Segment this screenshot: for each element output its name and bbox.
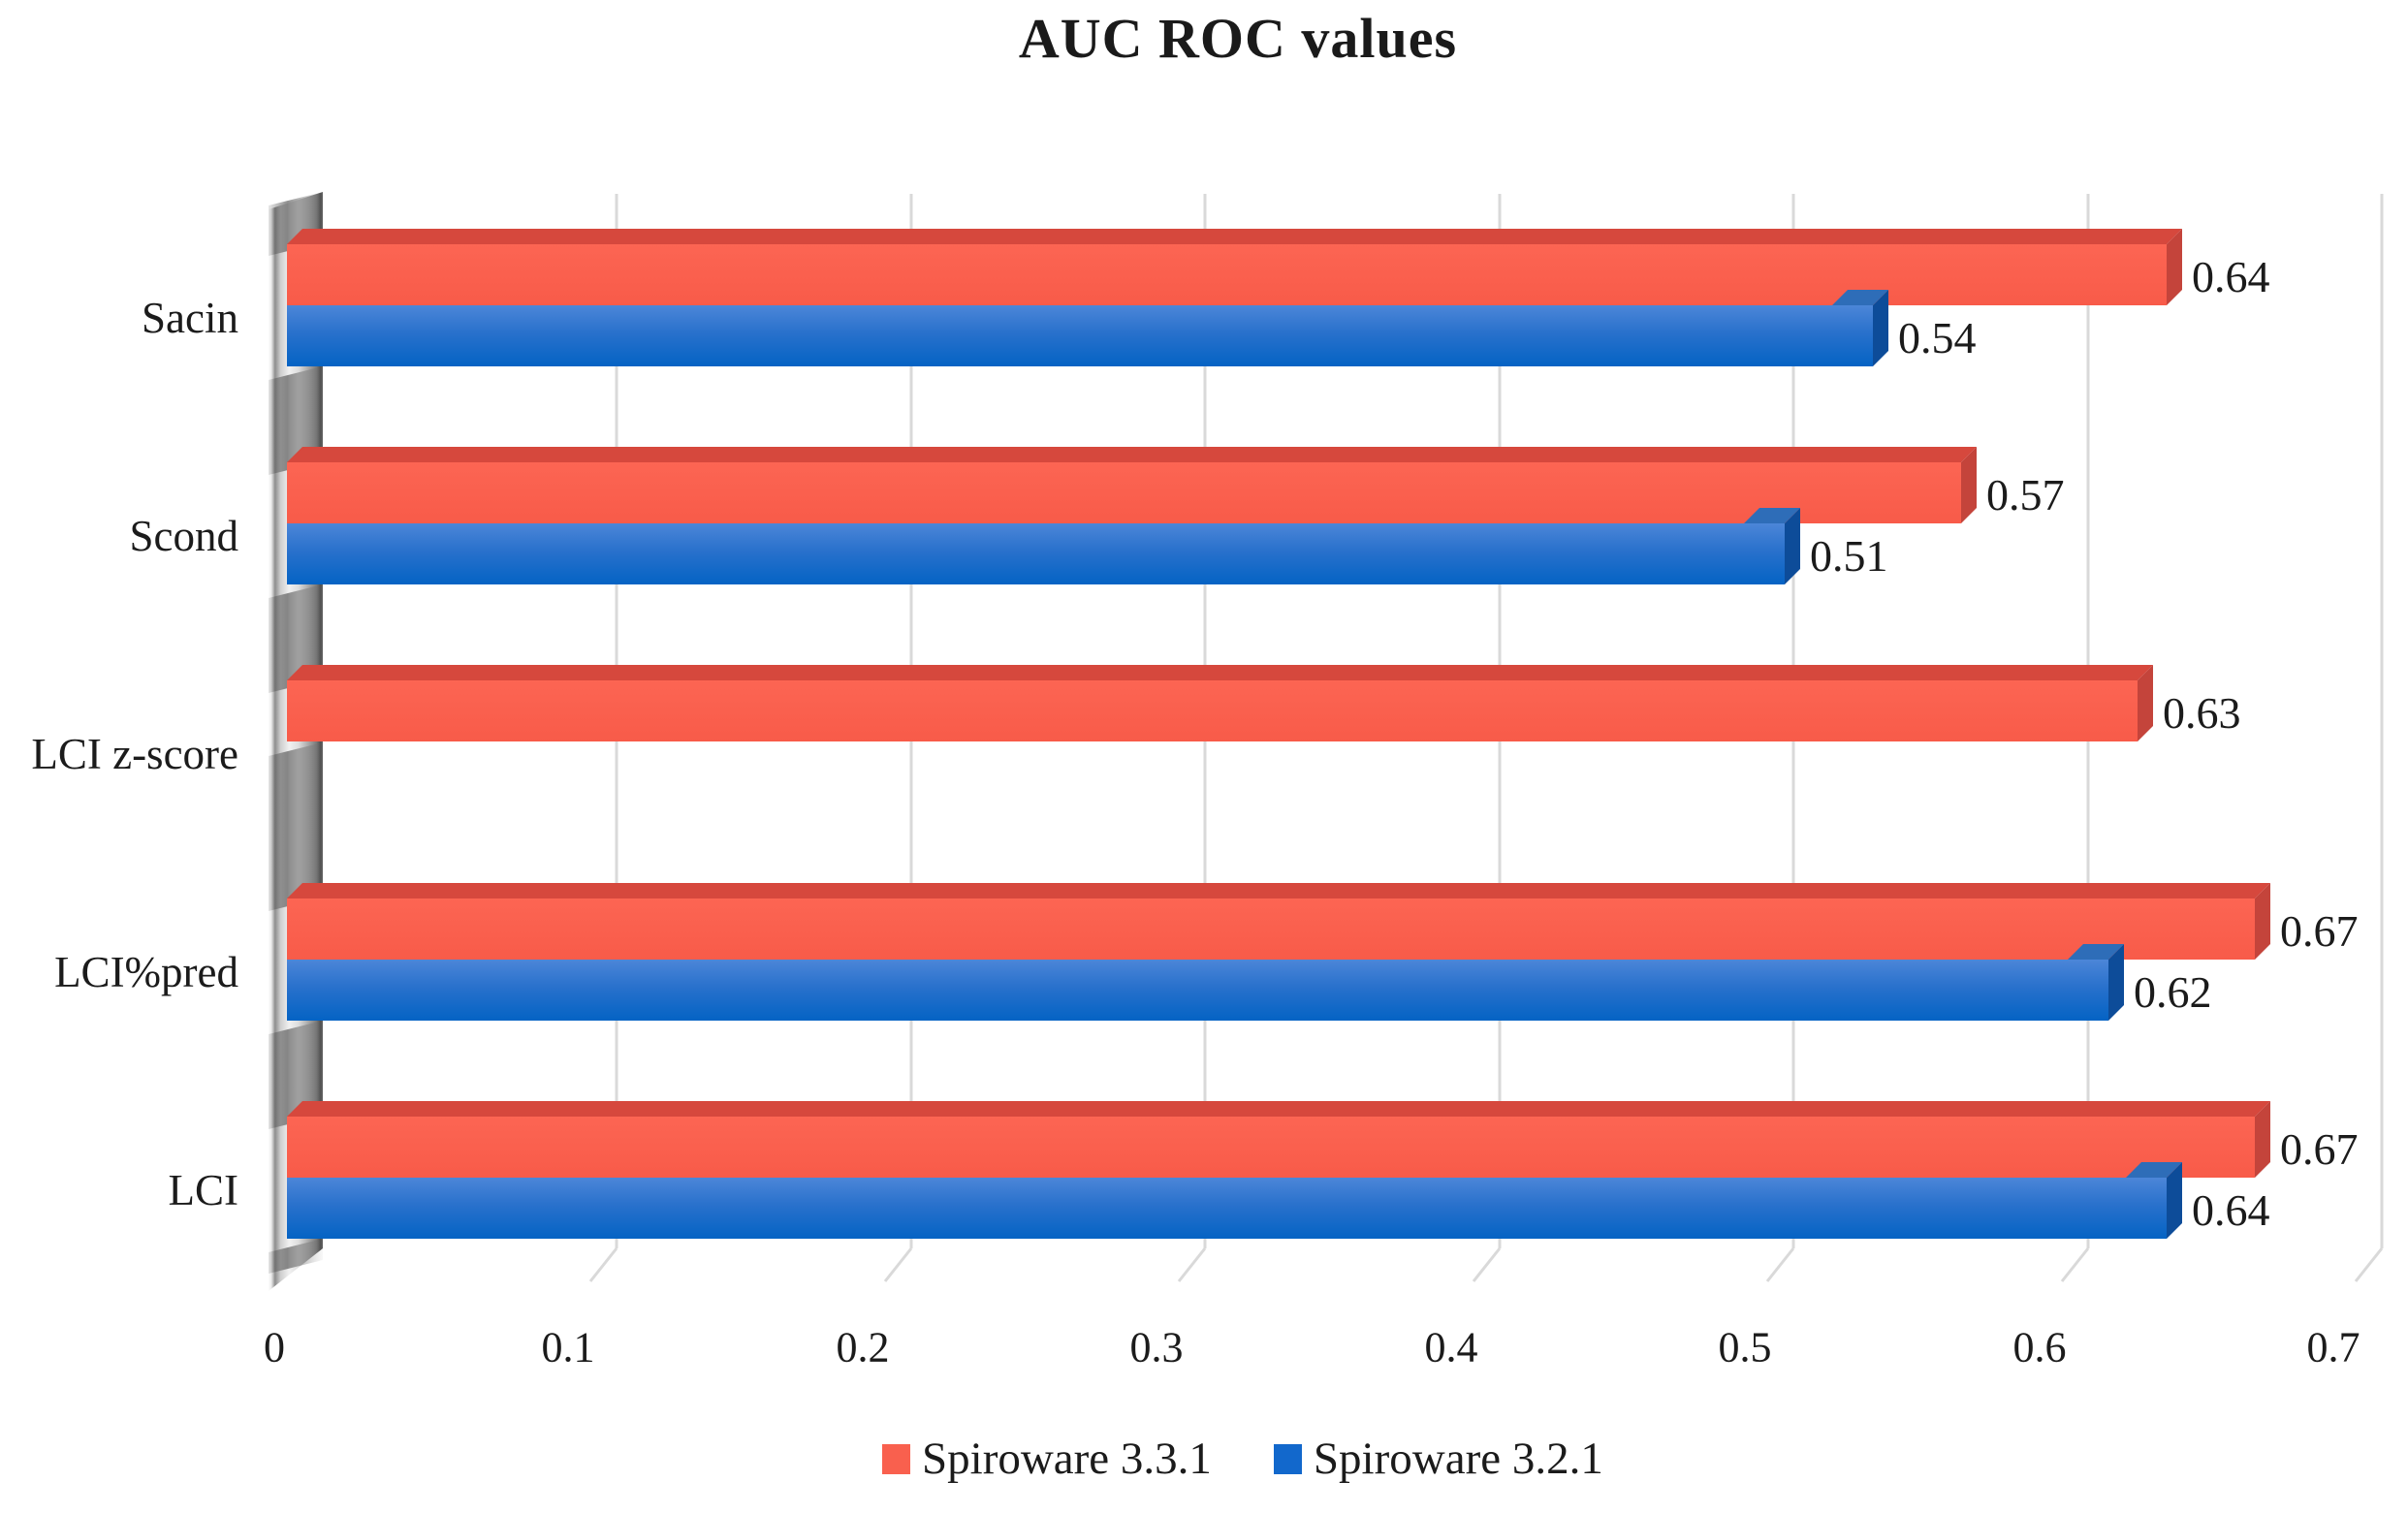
gridline-foot (1765, 1247, 1795, 1282)
legend-label-spiroware-331: Spiroware 3.3.1 (922, 1434, 1212, 1484)
gridline-foot (588, 1247, 618, 1282)
category-label-lci-z-score: LCI z-score (31, 730, 238, 778)
data-label-lci-pred-spiroware-3-2-1: 0.62 (2134, 967, 2212, 1017)
bar-scond-spiroware-3-2-1 (287, 523, 1785, 584)
x-tick-label: 0.6 (2013, 1324, 2067, 1371)
bar-sacin-spiroware-3-2-1 (287, 305, 1873, 366)
bar-top-bevel-sacin-spiroware-3-3-1 (287, 229, 2182, 244)
axis-wall-shadow (269, 1239, 323, 1274)
data-label-lci-z-score-spiroware-3-3-1: 0.63 (2163, 688, 2241, 738)
bar-end-bevel-lci-pred-spiroware-3-3-1 (2255, 883, 2270, 960)
legend-label-spiroware-321: Spiroware 3.2.1 (1313, 1434, 1603, 1484)
legend-item-spiroware-321: Spiroware 3.2.1 (1273, 1433, 1603, 1485)
bar-lci-spiroware-3-2-1 (287, 1178, 2167, 1239)
bar-end-bevel-lci-spiroware-3-3-1 (2255, 1101, 2270, 1178)
x-tick-label: 0.4 (1425, 1324, 1478, 1371)
legend-swatch-spiroware-331-icon (882, 1443, 910, 1474)
x-tick-label: 0.1 (542, 1324, 595, 1371)
gridline-foot (2354, 1247, 2384, 1282)
data-label-sacin-spiroware-3-3-1: 0.64 (2192, 252, 2270, 301)
data-label-lci-spiroware-3-2-1: 0.64 (2192, 1185, 2270, 1235)
bar-end-bevel-scond-spiroware-3-2-1 (1785, 508, 1800, 584)
bar-end-bevel-scond-spiroware-3-3-1 (1961, 447, 1977, 523)
bar-lci-pred-spiroware-3-3-1 (287, 898, 2255, 960)
bar-end-bevel-lci-spiroware-3-2-1 (2167, 1162, 2182, 1239)
x-tick-label: 0.2 (837, 1324, 890, 1371)
bar-end-bevel-sacin-spiroware-3-3-1 (2167, 229, 2182, 305)
x-tick-label: 0 (264, 1324, 285, 1371)
chart-title: AUC ROC values (1018, 7, 1458, 70)
bar-top-bevel-lci-pred-spiroware-3-2-1 (2068, 944, 2124, 960)
data-label-sacin-spiroware-3-2-1: 0.54 (1898, 313, 1977, 362)
bar-top-bevel-scond-spiroware-3-3-1 (287, 447, 1977, 462)
category-label-lci: LCI (169, 1166, 239, 1214)
legend-swatch-spiroware-321-icon (1273, 1443, 1302, 1474)
bar-scond-spiroware-3-3-1 (287, 462, 1961, 523)
bar-end-bevel-sacin-spiroware-3-2-1 (1873, 290, 1888, 366)
category-label-lci-pred: LCI%pred (54, 948, 238, 996)
bar-lci-pred-spiroware-3-2-1 (287, 960, 2108, 1021)
category-label-scond: Scond (130, 512, 239, 560)
gridline-foot (2060, 1247, 2090, 1282)
data-label-scond-spiroware-3-2-1: 0.51 (1810, 531, 1888, 581)
axis-wall-shadow (269, 742, 323, 911)
category-label-sacin: Sacin (142, 294, 238, 342)
gridline-foot (1177, 1247, 1207, 1282)
bar-end-bevel-lci-pred-spiroware-3-2-1 (2108, 944, 2124, 1021)
bar-top-bevel-scond-spiroware-3-2-1 (1744, 508, 1800, 523)
x-tick-label: 0.5 (1719, 1324, 1772, 1371)
x-tick-label: 0.7 (2307, 1324, 2360, 1371)
bar-top-bevel-lci-pred-spiroware-3-3-1 (287, 883, 2270, 898)
bar-top-bevel-lci-spiroware-3-2-1 (2126, 1162, 2182, 1178)
bar-top-bevel-sacin-spiroware-3-2-1 (1832, 290, 1888, 305)
data-label-scond-spiroware-3-3-1: 0.57 (1986, 470, 2065, 520)
bar-lci-z-score-spiroware-3-3-1 (287, 680, 2138, 741)
bar-top-bevel-lci-spiroware-3-3-1 (287, 1101, 2270, 1117)
gridline-foot (883, 1247, 913, 1282)
legend-item-spiroware-331: Spiroware 3.3.1 (882, 1433, 1212, 1485)
bar-lci-spiroware-3-3-1 (287, 1117, 2255, 1178)
legend: Spiroware 3.3.1 Spiroware 3.2.1 (882, 1433, 1603, 1485)
gridline-foot (1472, 1247, 1502, 1282)
bar-end-bevel-lci-z-score-spiroware-3-3-1 (2138, 665, 2153, 741)
data-label-lci-spiroware-3-3-1: 0.67 (2280, 1124, 2359, 1174)
data-label-lci-pred-spiroware-3-3-1: 0.67 (2280, 906, 2359, 956)
bar-top-bevel-lci-z-score-spiroware-3-3-1 (287, 665, 2153, 680)
x-tick-label: 0.3 (1130, 1324, 1184, 1371)
